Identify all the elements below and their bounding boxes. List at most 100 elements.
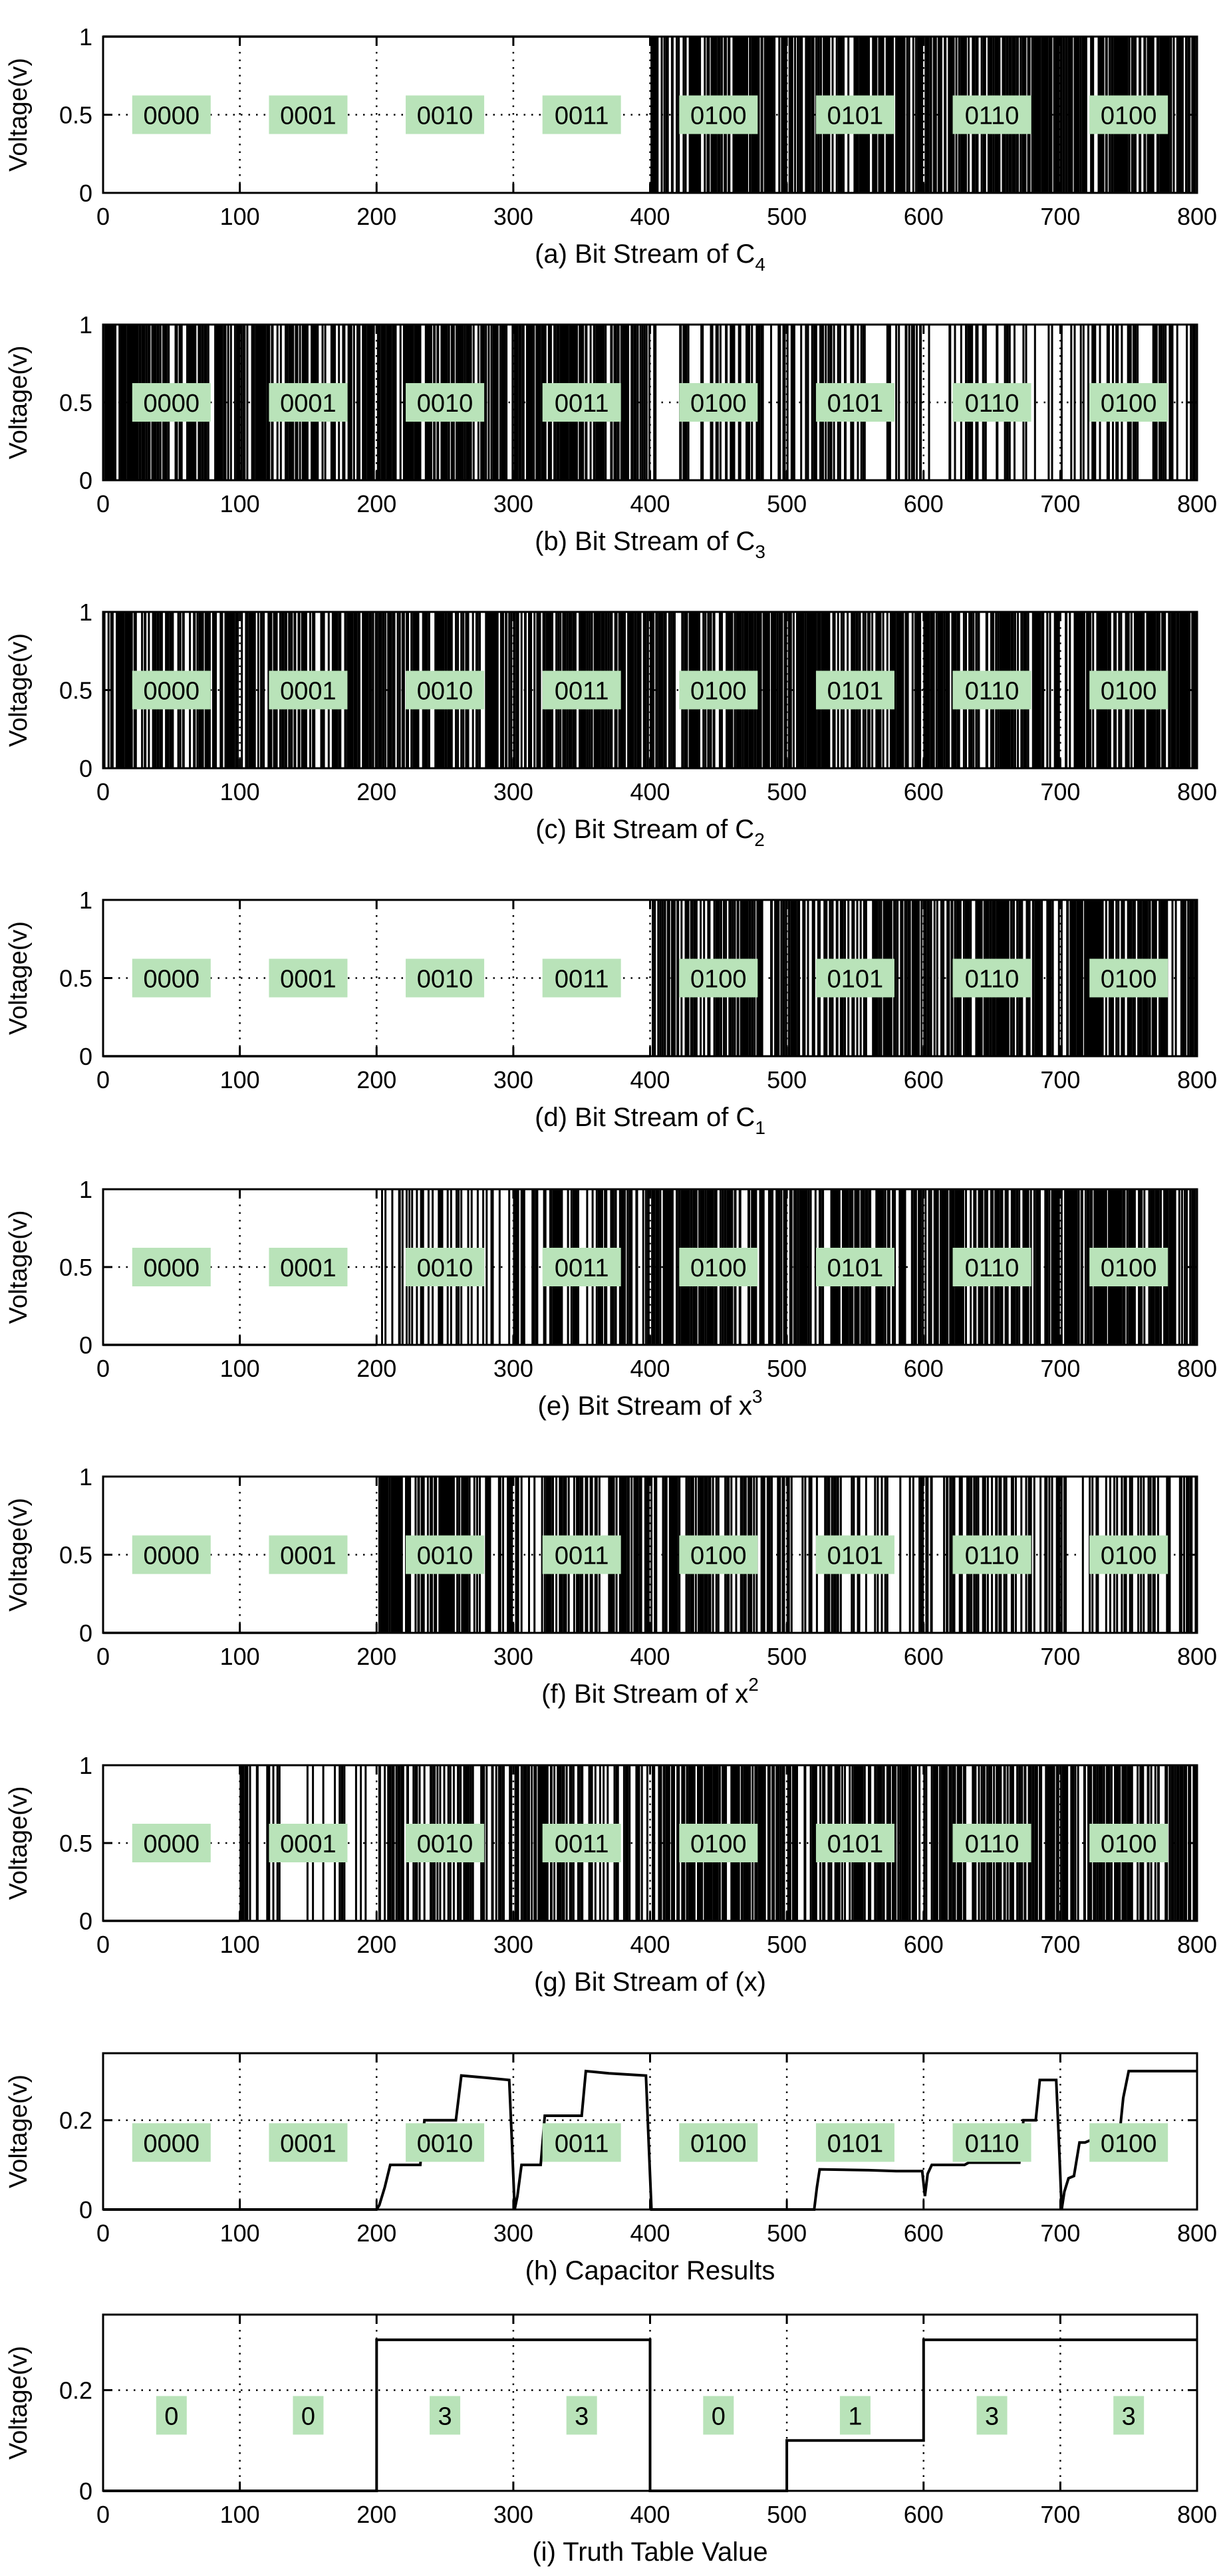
segment-label-bg [815, 95, 894, 134]
x-tick-label: 500 [767, 1931, 807, 1958]
segment-label-bg [132, 1535, 211, 1574]
x-tick-label: 300 [493, 2219, 533, 2247]
segment-label: 0001 [280, 102, 337, 130]
segment-label: 0110 [965, 1542, 1020, 1570]
segment-label: 0101 [827, 678, 884, 706]
segment-label-bg [679, 383, 758, 422]
y-axis-label: Voltage(v) [5, 2346, 33, 2460]
segment-label-bg [132, 1824, 211, 1862]
segment-label-bg [1089, 1535, 1168, 1574]
caption-subscript: 3 [755, 541, 765, 562]
x-tick-label: 300 [493, 2501, 533, 2528]
x-tick-label: 200 [356, 1931, 396, 1958]
panel-caption: (a) Bit Stream of C4 [535, 239, 765, 275]
segment-label: 0101 [827, 102, 884, 130]
segment-label: 0100 [1101, 102, 1157, 130]
y-tick-label: 1 [79, 311, 92, 339]
segment-label: 0011 [555, 678, 609, 706]
x-tick-label: 200 [356, 2501, 396, 2528]
segment-label-bg [952, 1535, 1031, 1574]
segment-label-bg [542, 958, 621, 998]
segment-label: 0011 [555, 390, 609, 418]
segment-label-bg [269, 383, 348, 422]
x-tick-label: 300 [493, 1066, 533, 1093]
segment-label: 3 [575, 2402, 589, 2430]
segment-label-bg [406, 95, 485, 134]
segment-label-bg [132, 1248, 211, 1286]
caption-superscript: 2 [748, 1674, 759, 1695]
y-tick-label: 0.5 [59, 1830, 92, 1857]
segment-label: 0000 [144, 390, 200, 418]
x-tick-label: 800 [1177, 203, 1217, 230]
caption-main: (c) Bit Stream of C [535, 815, 754, 844]
x-tick-label: 600 [904, 1931, 944, 1958]
segment-label-bg [542, 95, 621, 134]
segment-label-bg [542, 1248, 621, 1286]
x-tick-label: 600 [904, 1066, 944, 1093]
segment-label-bg [406, 2123, 485, 2162]
segment-label-bg [406, 1248, 485, 1286]
segment-label-bg [132, 2123, 211, 2162]
segment-label: 0010 [417, 678, 474, 706]
segment-label: 0001 [280, 1254, 337, 1282]
segment-label: 0110 [965, 966, 1020, 994]
segment-label-bg [952, 670, 1031, 710]
segment-label-bg [952, 958, 1031, 998]
segment-label: 0100 [1101, 390, 1157, 418]
caption-subscript: 4 [755, 254, 765, 275]
segment-label: 0100 [690, 1254, 747, 1282]
y-tick-label: 0 [79, 1043, 92, 1070]
segment-label-bg [1089, 670, 1168, 710]
segment-label: 0101 [827, 1830, 884, 1858]
y-axis-label: Voltage(v) [5, 921, 33, 1035]
segment-label-bg [1089, 958, 1168, 998]
segment-label: 0100 [1101, 1254, 1157, 1282]
segment-label: 0010 [417, 1830, 474, 1858]
y-axis-label: Voltage(v) [5, 345, 33, 459]
segment-label-bg [1089, 2123, 1168, 2162]
x-tick-label: 100 [220, 203, 260, 230]
y-tick-label: 0.5 [59, 965, 92, 992]
x-tick-label: 500 [767, 2219, 807, 2247]
segment-label: 0100 [1101, 966, 1157, 994]
segment-label: 3 [1122, 2402, 1136, 2430]
segment-label: 0000 [144, 2130, 200, 2158]
segment-label: 0100 [690, 1542, 747, 1570]
segment-label-bg [1089, 1248, 1168, 1286]
x-tick-label: 700 [1040, 1355, 1080, 1382]
segment-label: 0110 [965, 102, 1020, 130]
segment-label: 0010 [417, 390, 474, 418]
segment-label-bg [815, 383, 894, 422]
segment-label-bg [132, 383, 211, 422]
segment-label-bg [269, 1248, 348, 1286]
x-tick-label: 700 [1040, 203, 1080, 230]
y-tick-label: 0.5 [59, 389, 92, 416]
segment-label-bg [679, 2123, 758, 2162]
segment-label: 0 [712, 2402, 726, 2430]
x-tick-label: 0 [96, 203, 110, 230]
chart-panel-0: 0 100 200 300 400 500 600 700 80000.51Voltage(v)… [5, 23, 1217, 275]
segment-label: 0100 [690, 2130, 747, 2158]
y-tick-label: 1 [79, 1752, 92, 1779]
x-tick-label: 800 [1177, 2501, 1217, 2528]
chart-panel-4: 0 100 200 300 400 500 600 700 80000.51Voltage(v)… [5, 1176, 1217, 1421]
segment-label-bg [293, 2396, 324, 2435]
x-tick-label: 0 [96, 1355, 110, 1382]
x-tick-label: 200 [356, 1066, 396, 1093]
y-tick-label: 0.5 [59, 1542, 92, 1569]
segment-label-bg [952, 383, 1031, 422]
segment-label: 0100 [690, 966, 747, 994]
segment-label-bg [679, 95, 758, 134]
segment-label: 0110 [965, 678, 1020, 706]
y-axis-label: Voltage(v) [5, 1786, 33, 1900]
segment-label: 0001 [280, 1830, 337, 1858]
x-tick-label: 800 [1177, 1643, 1217, 1670]
y-axis-label: Voltage(v) [5, 633, 33, 747]
caption-subscript: 1 [755, 1117, 765, 1138]
x-tick-label: 200 [356, 490, 396, 517]
bitstream-series [103, 323, 1197, 482]
x-tick-label: 300 [493, 778, 533, 805]
chart-panel-3: 0 100 200 300 400 500 600 700 80000.51Voltage(v)… [5, 887, 1217, 1138]
segment-label: 0100 [690, 1830, 747, 1858]
segment-label: 0001 [280, 390, 337, 418]
